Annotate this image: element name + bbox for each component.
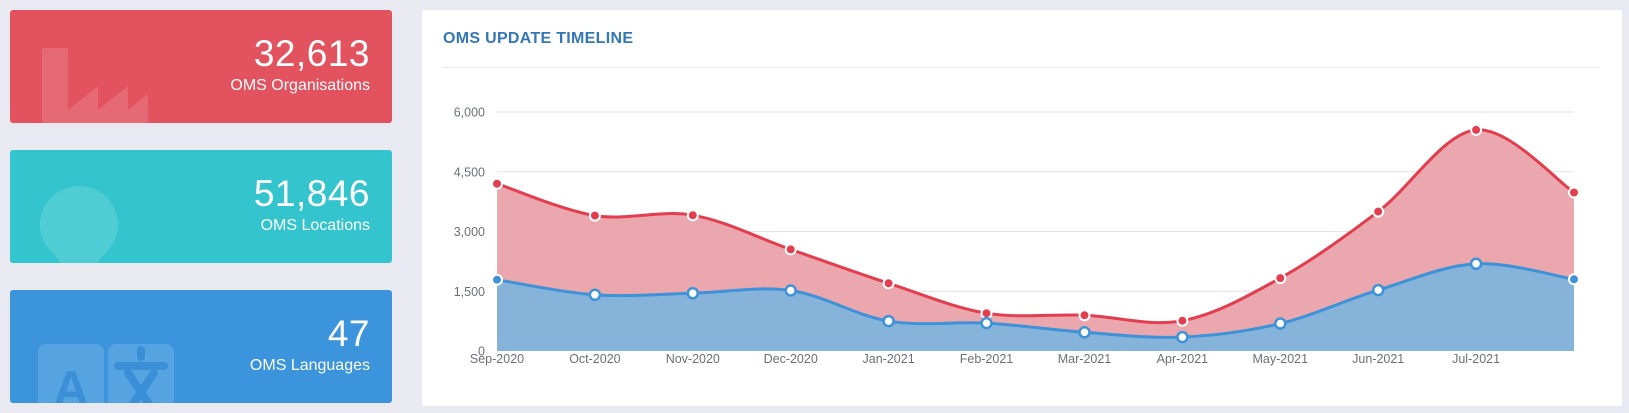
stat-card-organisations[interactable]: 32,613 OMS Organisations	[10, 10, 392, 123]
x-tick-label: Jul-2021	[1452, 352, 1500, 366]
x-tick-label: Apr-2021	[1157, 352, 1208, 366]
y-tick-label: 4,500	[454, 165, 485, 179]
x-tick-label: Mar-2021	[1058, 352, 1112, 366]
blue-data-point[interactable]	[1371, 283, 1385, 297]
x-tick-label: Dec-2020	[764, 352, 818, 366]
y-tick-label: 3,000	[454, 225, 485, 239]
red-data-point[interactable]	[1568, 186, 1580, 199]
blue-data-point[interactable]	[784, 284, 797, 297]
red-data-point[interactable]	[1372, 205, 1385, 218]
blue-data-point[interactable]	[491, 273, 503, 286]
languages-icon: A	[38, 344, 174, 403]
x-tick-label: Feb-2021	[960, 352, 1014, 366]
red-data-point[interactable]	[1078, 309, 1091, 322]
y-tick-label: 1,500	[454, 285, 485, 299]
red-data-point[interactable]	[1176, 314, 1189, 327]
blue-data-point[interactable]	[882, 314, 895, 328]
panel-divider	[443, 67, 1600, 68]
red-data-point[interactable]	[1470, 123, 1483, 136]
factory-icon	[42, 48, 148, 123]
blue-data-point[interactable]	[1078, 326, 1091, 339]
stat-value: 47	[327, 313, 370, 354]
blue-data-point[interactable]	[1274, 317, 1287, 330]
y-tick-label: 6,000	[454, 106, 485, 120]
stat-card-languages[interactable]: A 47 OMS Languages	[10, 290, 392, 403]
timeline-chart[interactable]: 0 1,500 3,000 4,500 6,000 Sep-2020 Oct-2020 Nov…	[422, 10, 1622, 406]
blue-data-point[interactable]	[588, 288, 602, 302]
stat-label: OMS Locations	[260, 216, 370, 234]
x-tick-label: Jan-2021	[863, 352, 915, 366]
red-series-line	[495, 128, 1576, 325]
y-tick-label: 0	[478, 345, 485, 359]
red-data-point[interactable]	[1274, 272, 1287, 285]
blue-data-point[interactable]	[1469, 257, 1483, 271]
red-data-point[interactable]	[491, 177, 503, 190]
stat-card-locations[interactable]: 51,846 OMS Locations	[10, 150, 392, 263]
x-tick-label: Jun-2021	[1352, 352, 1404, 366]
x-tick-label: Sep-2020	[470, 352, 524, 366]
red-data-point[interactable]	[588, 209, 601, 222]
x-tick-label: May-2021	[1253, 352, 1309, 366]
map-pin-icon	[40, 186, 118, 263]
red-data-point[interactable]	[686, 209, 699, 222]
red-data-point[interactable]	[980, 307, 993, 320]
stat-value: 32,613	[253, 33, 370, 74]
panel-title: OMS UPDATE TIMELINE	[443, 30, 634, 47]
blue-data-point[interactable]	[980, 316, 993, 330]
timeline-panel: OMS UPDATE TIMELINE 0 1,500 3,000 4,500 6,00…	[422, 10, 1622, 406]
svg-text:A: A	[53, 361, 89, 403]
blue-series-area	[497, 263, 1574, 351]
blue-data-point[interactable]	[1568, 273, 1580, 286]
stat-value: 51,846	[253, 173, 370, 214]
x-tick-label: Nov-2020	[666, 352, 720, 366]
red-data-point[interactable]	[784, 243, 797, 256]
stat-label: OMS Organisations	[230, 76, 370, 94]
stat-label: OMS Languages	[249, 356, 370, 374]
blue-data-point[interactable]	[1176, 330, 1189, 344]
red-data-point[interactable]	[882, 277, 895, 290]
x-tick-label: Oct-2020	[569, 352, 620, 366]
blue-data-point[interactable]	[686, 286, 700, 300]
